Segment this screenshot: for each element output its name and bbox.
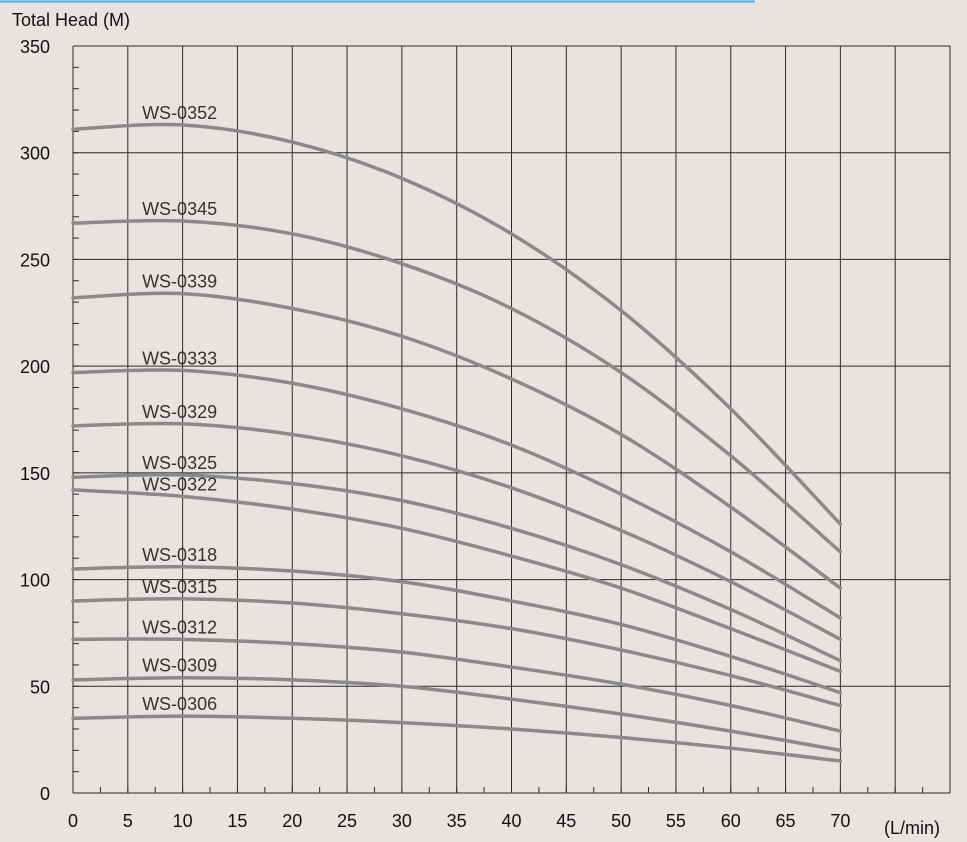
series-line-ws-0329 <box>71 421 843 642</box>
tick-labels: 0 5 10 15 20 25 30 35 40 45 50 55 60 65 70 0 50 100 150 200… <box>20 37 850 831</box>
series-label-ws-0352: WS-0352 <box>142 103 217 123</box>
series-line-ws-0312 <box>71 637 843 733</box>
series-line-ws-0309 <box>71 675 843 753</box>
y-axis-title: Total Head (M) <box>12 10 130 30</box>
series-line-ws-0333 <box>71 368 843 620</box>
y-tick-label: 0 <box>40 784 50 804</box>
x-tick-label: 65 <box>776 811 796 831</box>
series-line-ws-0322 <box>71 488 843 674</box>
x-tick-label: 35 <box>447 811 467 831</box>
x-tick-label: 25 <box>337 811 357 831</box>
x-tick-label: 15 <box>227 811 247 831</box>
y-tick-label: 350 <box>20 37 50 57</box>
series-line-ws-0339 <box>71 291 843 590</box>
series-label-ws-0339: WS-0339 <box>142 272 217 292</box>
series-label-ws-0345: WS-0345 <box>142 199 217 219</box>
y-tick-label: 100 <box>20 571 50 591</box>
y-tick-label: 250 <box>20 250 50 270</box>
grid <box>72 45 951 794</box>
y-tick-label: 150 <box>20 464 50 484</box>
series-label-ws-0322: WS-0322 <box>142 474 217 494</box>
curve-labels: WS-0352 WS-0345 WS-0339 WS-0333 WS-0329 WS-03… <box>142 103 217 714</box>
series-line-ws-0315 <box>71 596 843 708</box>
x-tick-label: 60 <box>721 811 741 831</box>
series-label-ws-0315: WS-0315 <box>142 577 217 597</box>
x-tick-label: 45 <box>556 811 576 831</box>
series-label-ws-0312: WS-0312 <box>142 617 217 637</box>
x-tick-label: 5 <box>123 811 133 831</box>
x-tick-label: 0 <box>68 811 78 831</box>
x-axis-title: (L/min) <box>884 818 940 838</box>
series-label-ws-0329: WS-0329 <box>142 402 217 422</box>
series-label-ws-0309: WS-0309 <box>142 656 217 676</box>
x-tick-label: 70 <box>830 811 850 831</box>
x-tick-label: 55 <box>666 811 686 831</box>
x-tick-label: 20 <box>282 811 302 831</box>
y-tick-label: 200 <box>20 357 50 377</box>
x-tick-label: 50 <box>611 811 631 831</box>
series-line-ws-0325 <box>71 473 843 663</box>
curves <box>71 122 843 763</box>
series-label-ws-0325: WS-0325 <box>142 453 217 473</box>
series-line-ws-0345 <box>71 218 843 554</box>
series-line-ws-0318 <box>71 564 843 695</box>
series-label-ws-0333: WS-0333 <box>142 348 217 368</box>
series-line-ws-0352 <box>71 122 843 526</box>
series-label-ws-0306: WS-0306 <box>142 694 217 714</box>
y-tick-label: 50 <box>30 677 50 697</box>
y-tick-label: 300 <box>20 144 50 164</box>
x-tick-label: 10 <box>173 811 193 831</box>
x-tick-label: 30 <box>392 811 412 831</box>
series-label-ws-0318: WS-0318 <box>142 545 217 565</box>
series-line-ws-0306 <box>71 714 843 763</box>
x-tick-label: 40 <box>501 811 521 831</box>
